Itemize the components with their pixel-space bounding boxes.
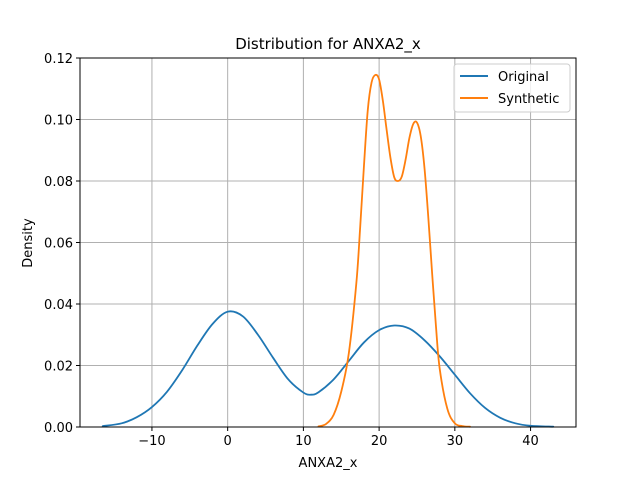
y-tick-label: 0.10 xyxy=(44,114,73,129)
y-tick-label: 0.06 xyxy=(44,237,73,252)
x-tick-label: 30 xyxy=(447,434,464,449)
chart-title: Distribution for ANXA2_x xyxy=(235,35,421,54)
y-tick-label: 0.12 xyxy=(44,52,73,67)
y-axis-label: Density xyxy=(21,218,36,268)
legend-label-original: Original xyxy=(498,70,549,85)
y-tick-label: 0.02 xyxy=(44,360,73,375)
legend: Original Synthetic xyxy=(453,63,571,113)
series-line-synthetic xyxy=(317,73,471,428)
series-lines xyxy=(101,73,555,428)
x-axis-label: ANXA2_x xyxy=(299,456,358,471)
x-tick-label: 40 xyxy=(522,434,539,449)
y-tick-label: 0.00 xyxy=(44,421,73,436)
x-tick-label: 10 xyxy=(295,434,312,449)
legend-label-synthetic: Synthetic xyxy=(498,92,559,107)
x-axis-ticks: −10 0 10 20 30 40 xyxy=(138,427,539,449)
x-tick-label: 0 xyxy=(224,434,232,449)
y-tick-label: 0.04 xyxy=(44,298,73,313)
x-tick-label: −10 xyxy=(138,434,165,449)
x-tick-label: 20 xyxy=(371,434,388,449)
y-axis-ticks: 0.00 0.02 0.04 0.06 0.08 0.10 0.12 xyxy=(44,52,80,436)
series-line-original xyxy=(101,310,555,428)
y-tick-label: 0.08 xyxy=(44,175,73,190)
grid-lines xyxy=(80,57,576,428)
